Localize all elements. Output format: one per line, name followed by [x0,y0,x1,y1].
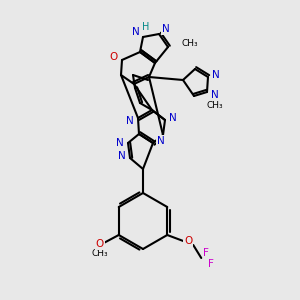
Text: N: N [132,27,140,37]
Text: O: O [184,236,192,246]
Text: CH₃: CH₃ [207,101,223,110]
Text: N: N [118,151,126,161]
Text: H: H [142,22,150,32]
Text: N: N [157,136,165,146]
Text: O: O [110,52,118,62]
Text: F: F [203,248,209,258]
Text: O: O [96,239,104,249]
Text: F: F [208,259,214,269]
Text: N: N [126,116,134,126]
Text: N: N [116,138,124,148]
Text: N: N [211,90,219,100]
Text: CH₃: CH₃ [182,40,199,49]
Text: N: N [169,113,177,123]
Text: N: N [212,70,220,80]
Text: CH₃: CH₃ [92,250,108,259]
Text: N: N [162,24,170,34]
